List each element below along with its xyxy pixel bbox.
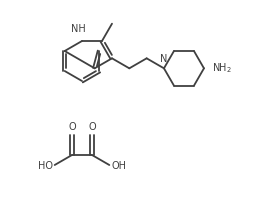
Text: NH$_2$: NH$_2$: [212, 61, 232, 75]
Text: OH: OH: [111, 161, 126, 171]
Text: N: N: [160, 54, 168, 64]
Text: HO: HO: [38, 161, 53, 171]
Text: O: O: [68, 122, 76, 132]
Text: NH: NH: [71, 24, 85, 34]
Text: O: O: [88, 122, 96, 132]
